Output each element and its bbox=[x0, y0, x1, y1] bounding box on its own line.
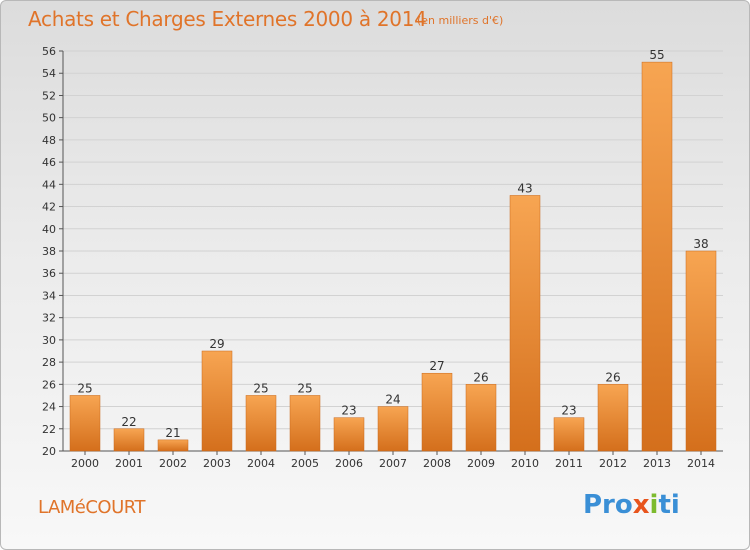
data-label-2003: 29 bbox=[209, 337, 224, 351]
y-tick-label: 50 bbox=[42, 112, 56, 125]
y-tick-label: 20 bbox=[42, 445, 56, 458]
data-label-2004: 25 bbox=[253, 381, 268, 395]
bars bbox=[69, 61, 717, 452]
bar-2000 bbox=[69, 395, 101, 452]
logo-part-x: x bbox=[632, 490, 650, 520]
bar-2001 bbox=[113, 428, 145, 452]
y-tick-label: 42 bbox=[42, 201, 56, 214]
data-label-2000: 25 bbox=[77, 381, 92, 395]
data-label-2014: 38 bbox=[693, 237, 708, 251]
y-tick-label: 30 bbox=[42, 334, 56, 347]
x-tick-label-2007: 2007 bbox=[379, 457, 407, 470]
bar-2002 bbox=[157, 439, 189, 452]
y-tick-label: 38 bbox=[42, 245, 56, 258]
data-label-2005: 25 bbox=[297, 381, 312, 395]
y-tick-label: 54 bbox=[42, 67, 56, 80]
bar-2008 bbox=[421, 372, 453, 452]
x-tick-label-2011: 2011 bbox=[555, 457, 583, 470]
x-tick-label-2006: 2006 bbox=[335, 457, 363, 470]
x-tick-label-2012: 2012 bbox=[599, 457, 627, 470]
bar-2006 bbox=[333, 417, 365, 452]
x-tick-label-2000: 2000 bbox=[71, 457, 99, 470]
x-tick-label-2008: 2008 bbox=[423, 457, 451, 470]
x-tick-label-2014: 2014 bbox=[687, 457, 715, 470]
y-tick-label: 46 bbox=[42, 156, 56, 169]
y-tick-label: 48 bbox=[42, 134, 56, 147]
x-tick-label-2009: 2009 bbox=[467, 457, 495, 470]
logo-part-pro: Pro bbox=[583, 490, 633, 520]
bar-2012 bbox=[597, 384, 629, 452]
x-tick-label-2003: 2003 bbox=[203, 457, 231, 470]
y-tick-label: 56 bbox=[42, 45, 56, 58]
data-label-2002: 21 bbox=[165, 426, 180, 440]
bar-2014 bbox=[685, 250, 717, 452]
logo-part-ti: ti bbox=[658, 490, 680, 520]
data-label-2011: 23 bbox=[561, 404, 576, 418]
bar-2010 bbox=[509, 195, 541, 452]
y-tick-label: 36 bbox=[42, 267, 56, 280]
logo-part-i: i bbox=[649, 490, 659, 520]
x-tick-label-2002: 2002 bbox=[159, 457, 187, 470]
proxiti-logo: Proxiti bbox=[583, 490, 680, 520]
y-tick-label: 26 bbox=[42, 378, 56, 391]
data-label-2013: 55 bbox=[649, 48, 664, 62]
x-tick-label-2001: 2001 bbox=[115, 457, 143, 470]
y-tick-label: 32 bbox=[42, 312, 56, 325]
y-tick-label: 34 bbox=[42, 289, 56, 302]
y-tick-label: 24 bbox=[42, 401, 56, 414]
y-tick-label: 22 bbox=[42, 423, 56, 436]
data-label-2001: 22 bbox=[121, 415, 136, 429]
bar-2004 bbox=[245, 395, 277, 452]
data-label-2008: 27 bbox=[429, 359, 444, 373]
data-label-2012: 26 bbox=[605, 370, 620, 384]
bar-2009 bbox=[465, 384, 497, 452]
y-tick-label: 28 bbox=[42, 356, 56, 369]
y-tick-labels: 20 22 24 26 28 30 32 34 36 38 40 42 44 46 48 50 52 54 56 bbox=[42, 45, 56, 458]
data-label-2009: 26 bbox=[473, 370, 488, 384]
data-label-2010: 43 bbox=[517, 181, 532, 195]
commune-name: LAMéCOURT bbox=[38, 497, 145, 518]
x-tick-label-2004: 2004 bbox=[247, 457, 275, 470]
y-tick-label: 40 bbox=[42, 223, 56, 236]
x-tick-label-2013: 2013 bbox=[643, 457, 671, 470]
y-tick-label: 52 bbox=[42, 89, 56, 102]
chart-title: Achats et Charges Externes 2000 à 2014 bbox=[28, 7, 427, 31]
x-tick-label-2005: 2005 bbox=[291, 457, 319, 470]
data-label-2006: 23 bbox=[341, 404, 356, 418]
bar-2005 bbox=[289, 395, 321, 452]
bar-2003 bbox=[201, 350, 233, 452]
bar-2007 bbox=[377, 406, 409, 452]
bar-2013 bbox=[641, 61, 673, 452]
chart-unit: (en milliers d'€) bbox=[417, 14, 504, 27]
data-label-2007: 24 bbox=[385, 393, 400, 407]
y-tick-label: 44 bbox=[42, 178, 56, 191]
x-tick-labels: 2000 2001 2002 2003 2004 2005 2006 2007 2008 2009… bbox=[71, 457, 715, 470]
data-labels: 25 22 21 29 25 25 23 24 27 26 43 23 26 55 38 bbox=[77, 48, 708, 440]
bar-2011 bbox=[553, 417, 585, 452]
x-tick-label-2010: 2010 bbox=[511, 457, 539, 470]
